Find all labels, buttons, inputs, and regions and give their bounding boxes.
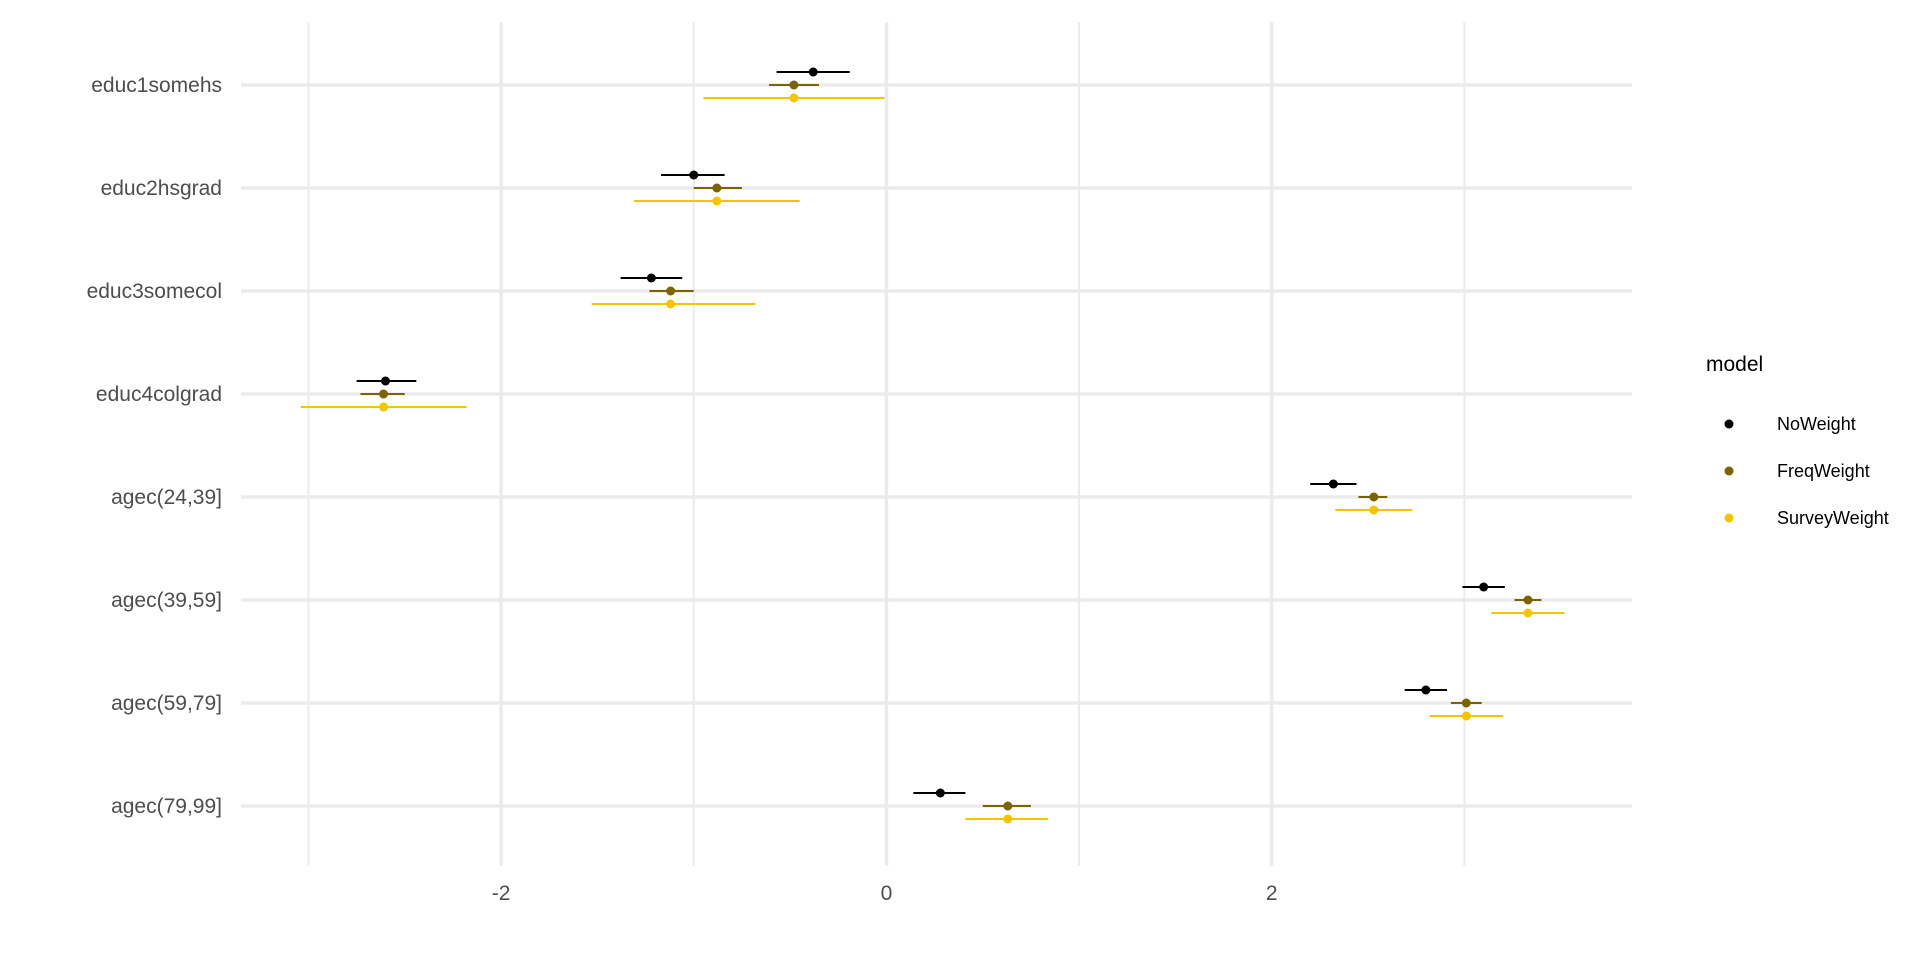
point-marker: [380, 376, 390, 386]
x-tick-label: 0: [881, 882, 893, 905]
point-marker: [379, 389, 389, 399]
point-marker: [666, 286, 676, 296]
y-tick-label: agec(24,39]: [111, 486, 222, 509]
point-marker: [935, 788, 945, 798]
legend-label: SurveyWeight: [1777, 508, 1889, 528]
point-marker: [1421, 685, 1431, 695]
legend-key: [1724, 419, 1734, 429]
point-marker: [1003, 801, 1013, 811]
point-marker: [712, 183, 722, 193]
point-marker: [1369, 492, 1379, 502]
legend-label: FreqWeight: [1777, 461, 1870, 481]
point-marker: [789, 93, 799, 103]
y-tick-label: educ4colgrad: [96, 383, 222, 406]
legend: model NoWeight FreqWeight SurveyWeight: [1706, 353, 1889, 528]
point-marker: [1003, 814, 1013, 824]
point-marker: [666, 299, 676, 309]
y-axis-labels: educ1somehs educ2hsgrad educ3somecol educ4c…: [87, 74, 222, 818]
point-marker: [1461, 711, 1471, 721]
x-axis-labels: -2 0 2: [492, 882, 1278, 905]
point-marker: [646, 273, 656, 283]
y-tick-label: agec(59,79]: [111, 692, 222, 715]
y-tick-label: agec(39,59]: [111, 589, 222, 612]
minor-gridlines: [307, 22, 1466, 866]
point-marker: [689, 170, 699, 180]
legend-key: [1724, 466, 1734, 476]
point-marker: [379, 402, 389, 412]
point-marker: [712, 196, 722, 206]
point-marker: [1369, 505, 1379, 515]
point-marker: [808, 67, 818, 77]
y-tick-label: educ1somehs: [91, 74, 222, 97]
legend-key: [1724, 513, 1734, 523]
point-marker: [1461, 698, 1471, 708]
major-gridlines: [241, 22, 1632, 866]
legend-label: NoWeight: [1777, 414, 1856, 434]
x-tick-label: -2: [492, 882, 511, 905]
point-marker: [1328, 479, 1338, 489]
point-marker: [789, 80, 799, 90]
point-marker: [1523, 595, 1533, 605]
legend-title: model: [1706, 353, 1763, 376]
plot-marks: [300, 67, 1565, 824]
point-marker: [1479, 582, 1489, 592]
y-tick-label: educ3somecol: [87, 280, 222, 303]
x-tick-label: 2: [1266, 882, 1278, 905]
y-tick-label: agec(79,99]: [111, 795, 222, 818]
y-tick-label: educ2hsgrad: [101, 177, 222, 200]
point-marker: [1523, 608, 1533, 618]
